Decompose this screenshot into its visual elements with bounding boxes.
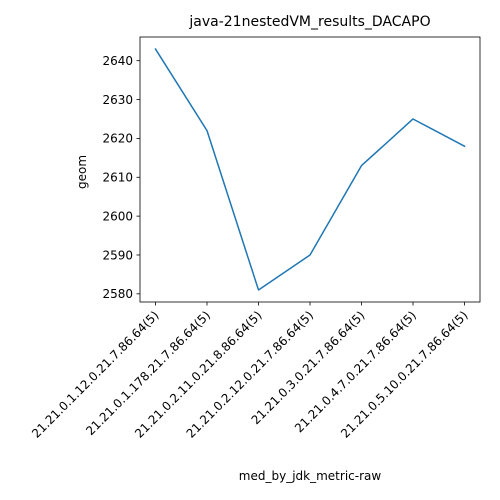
plot-area: 258025902600261026202630264021.21.0.1.12… <box>29 36 481 441</box>
y-tick-label: 2590 <box>102 248 133 262</box>
series-line <box>154 48 466 291</box>
y-tick-label: 2580 <box>102 287 133 301</box>
y-axis-label: geom <box>75 155 89 189</box>
plot-frame <box>139 36 481 303</box>
y-tick-label: 2600 <box>102 209 133 223</box>
y-tick-label: 2630 <box>102 93 133 107</box>
y-tick-label: 2610 <box>102 171 133 185</box>
chart-title: java-21nestedVM_results_DACAPO <box>188 14 430 30</box>
y-tick-label: 2620 <box>102 132 133 146</box>
y-tick-label: 2640 <box>102 54 133 68</box>
x-axis-label: med_by_jdk_metric-raw <box>239 469 382 483</box>
